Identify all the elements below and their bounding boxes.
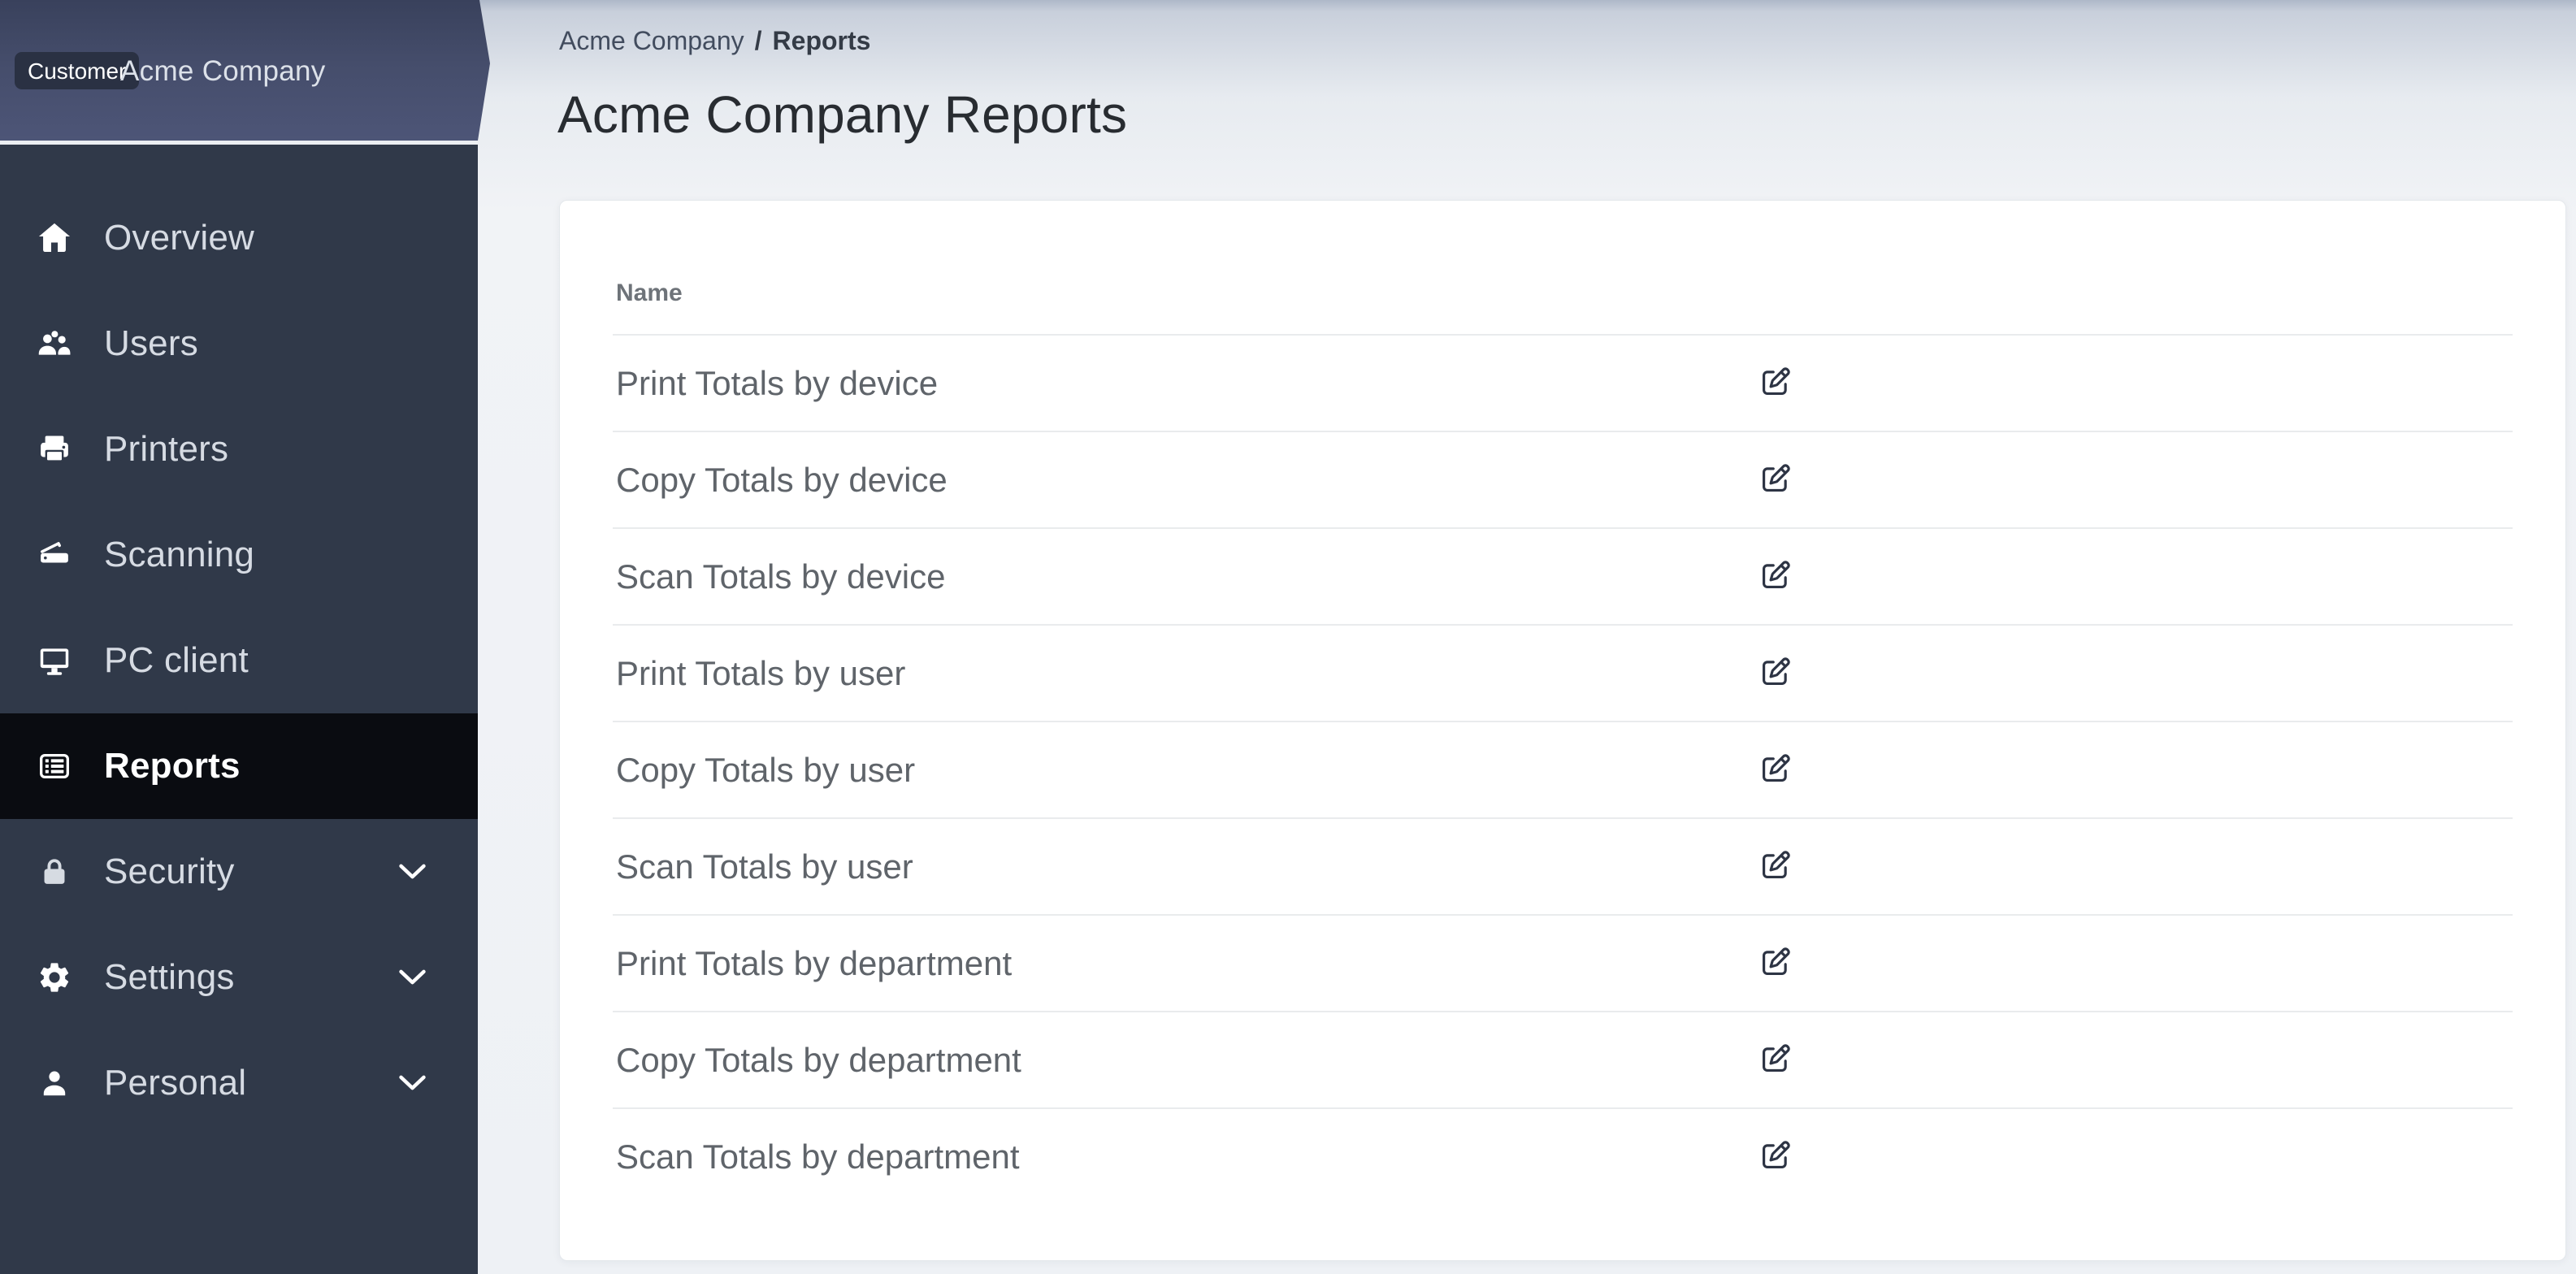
column-header-actions — [1763, 252, 2513, 336]
main-content: Acme Company / Reports Acme Company Repo… — [478, 0, 2576, 1274]
sidebar-item-label: Personal — [104, 1063, 247, 1103]
printer-icon — [37, 431, 72, 467]
lock-icon — [37, 854, 72, 890]
table-list-icon — [37, 748, 72, 784]
customer-header: Customer Acme Company — [0, 0, 490, 141]
chevron-down-icon — [398, 969, 427, 986]
sidebar-item-pc-client[interactable]: PC client — [0, 608, 478, 713]
edit-report-button[interactable] — [1763, 561, 1790, 588]
sidebar-item-label: Scanning — [104, 535, 255, 574]
report-name: Copy Totals by user — [613, 722, 1763, 819]
table-row: Copy Totals by device — [613, 431, 2513, 529]
breadcrumb-separator: / — [754, 26, 762, 55]
sidebar-item-label: Security — [104, 852, 235, 891]
edit-report-button[interactable] — [1763, 464, 1790, 492]
column-header-name: Name — [613, 252, 1763, 336]
edit-icon — [1763, 464, 1790, 492]
sidebar-item-reports[interactable]: Reports — [0, 713, 478, 819]
sidebar-item-printers[interactable]: Printers — [0, 396, 478, 502]
table-row: Scan Totals by department — [613, 1108, 2513, 1204]
report-name: Print Totals by user — [613, 625, 1763, 722]
edit-report-button[interactable] — [1763, 851, 1790, 878]
report-name: Print Totals by device — [613, 335, 1763, 432]
reports-card: Name Print Totals by device Copy Totals … — [559, 200, 2566, 1261]
table-row: Print Totals by user — [613, 625, 2513, 722]
sidebar-item-users[interactable]: Users — [0, 291, 478, 396]
edit-icon — [1763, 754, 1790, 782]
sidebar-item-personal[interactable]: Personal — [0, 1030, 478, 1136]
edit-icon — [1763, 1141, 1790, 1168]
report-name: Scan Totals by user — [613, 818, 1763, 916]
sidebar-item-label: Reports — [104, 746, 241, 786]
edit-icon — [1763, 1044, 1790, 1072]
edit-report-button[interactable] — [1763, 1044, 1790, 1072]
report-name: Scan Totals by device — [613, 528, 1763, 626]
table-body: Print Totals by device Copy Totals by de… — [613, 335, 2513, 1204]
sidebar-item-scanning[interactable]: Scanning — [0, 502, 478, 608]
sidebar-item-overview[interactable]: Overview — [0, 185, 478, 291]
gear-icon — [37, 960, 72, 995]
sidebar-item-label: Printers — [104, 429, 229, 469]
home-icon — [37, 220, 72, 256]
report-name: Print Totals by department — [613, 915, 1763, 1012]
breadcrumb-current: Reports — [772, 26, 871, 55]
report-name: Scan Totals by department — [616, 1137, 1020, 1176]
report-name: Copy Totals by department — [613, 1012, 1763, 1109]
customer-badge: Customer — [15, 52, 140, 89]
table-row: Print Totals by department — [613, 915, 2513, 1012]
sidebar-item-label: Overview — [104, 218, 254, 258]
chevron-down-icon — [398, 864, 427, 880]
sidebar-item-label: PC client — [104, 640, 249, 680]
breadcrumb-parent-link[interactable]: Acme Company — [559, 26, 744, 55]
report-name: Copy Totals by device — [613, 431, 1763, 529]
table-header-row: Name — [613, 252, 2513, 336]
users-icon — [37, 326, 72, 362]
page-title: Acme Company Reports — [557, 85, 1128, 144]
edit-icon — [1763, 561, 1790, 588]
edit-report-button[interactable] — [1763, 947, 1790, 975]
table-row: Copy Totals by department — [613, 1012, 2513, 1109]
table-row: Scan Totals by user — [613, 818, 2513, 916]
edit-icon — [1763, 851, 1790, 878]
sidebar-item-security[interactable]: Security — [0, 819, 478, 925]
sidebar-item-settings[interactable]: Settings — [0, 925, 478, 1030]
person-icon — [37, 1065, 72, 1101]
desktop-icon — [37, 643, 72, 678]
reports-table: Name Print Totals by device Copy Totals … — [613, 252, 2513, 1204]
chevron-down-icon — [398, 1075, 427, 1091]
sidebar-item-label: Settings — [104, 957, 235, 997]
edit-report-button[interactable] — [1763, 1141, 1790, 1168]
edit-icon — [1763, 657, 1790, 685]
scanner-icon — [37, 537, 72, 573]
table-row: Print Totals by device — [613, 335, 2513, 432]
breadcrumb: Acme Company / Reports — [559, 26, 870, 56]
edit-icon — [1763, 947, 1790, 975]
sidebar-item-label: Users — [104, 323, 198, 363]
edit-icon — [1763, 367, 1790, 395]
company-name: Acme Company — [120, 55, 326, 87]
sidebar-nav: Overview Users Printers Scanning PC clie… — [0, 145, 478, 1274]
edit-report-button[interactable] — [1763, 657, 1790, 685]
table-row: Copy Totals by user — [613, 722, 2513, 819]
edit-report-button[interactable] — [1763, 367, 1790, 395]
edit-report-button[interactable] — [1763, 754, 1790, 782]
table-row: Scan Totals by device — [613, 528, 2513, 626]
